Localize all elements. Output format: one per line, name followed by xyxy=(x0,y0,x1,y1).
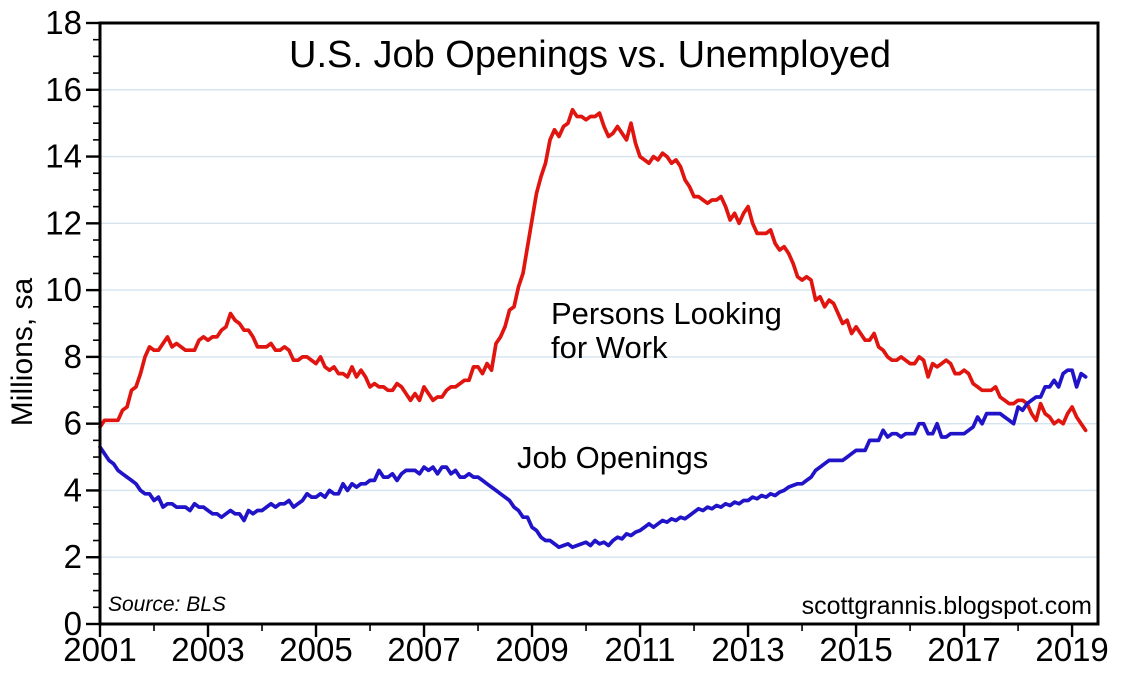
x-tick-label-2015: 2015 xyxy=(819,631,892,668)
x-tick-label-2017: 2017 xyxy=(927,631,1000,668)
y-tick-label-2: 2 xyxy=(64,538,82,575)
x-tick-label-2003: 2003 xyxy=(171,631,244,668)
y-tick-label-12: 12 xyxy=(45,204,82,241)
y-tick-label-6: 6 xyxy=(64,405,82,442)
chart-title: U.S. Job Openings vs. Unemployed xyxy=(289,34,891,76)
x-tick-label-2019: 2019 xyxy=(1035,631,1108,668)
x-tick-label-2009: 2009 xyxy=(495,631,568,668)
y-tick-label-8: 8 xyxy=(64,338,82,375)
y-tick-label-4: 4 xyxy=(64,471,82,508)
x-tick-label-2011: 2011 xyxy=(605,631,676,668)
series-lines xyxy=(98,107,1088,550)
watermark: scottgrannis.blogspot.com xyxy=(802,592,1092,620)
unemployed-series-label-line1: Persons Looking xyxy=(551,296,782,331)
x-tick-label-2001: 2001 xyxy=(63,631,136,668)
y-tick-label-18: 18 xyxy=(45,4,82,41)
unemployed-series-line xyxy=(98,107,1088,433)
y-axis-title: Millions, sa xyxy=(6,277,39,426)
x-tick-label-2007: 2007 xyxy=(387,631,460,668)
unemployed-series-label-line2: for Work xyxy=(551,330,668,365)
y-tick-label-14: 14 xyxy=(45,138,82,175)
y-tick-label-10: 10 xyxy=(45,271,82,308)
y-tick-label-16: 16 xyxy=(45,71,82,108)
plot-frame xyxy=(98,21,1100,626)
job-openings-series-label: Job Openings xyxy=(517,440,708,475)
x-tick-label-2013: 2013 xyxy=(711,631,784,668)
source-note: Source: BLS xyxy=(108,593,226,616)
job-openings-series-line xyxy=(98,368,1088,550)
y-tick-label-0: 0 xyxy=(64,605,82,642)
x-tick-label-2005: 2005 xyxy=(279,631,352,668)
gridlines xyxy=(100,89,1098,558)
axis-labels: 0 2 4 6 8 10 12 14 16 18 2001 2003 2005 2007 2009 2011 2… xyxy=(45,4,1109,668)
